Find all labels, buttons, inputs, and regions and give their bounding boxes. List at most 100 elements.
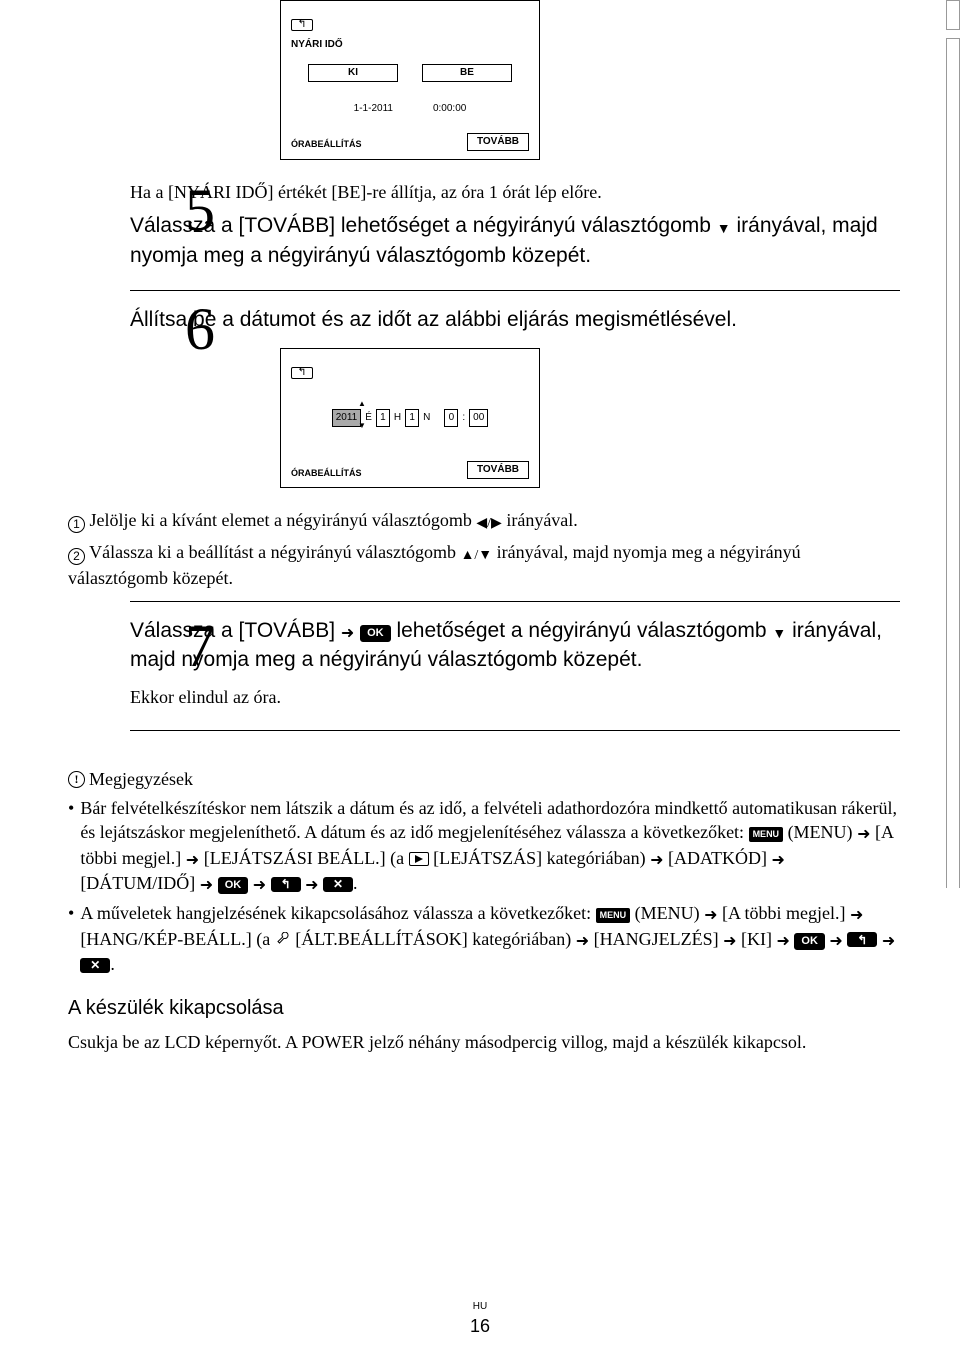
right-arrow-icon: ➜	[772, 850, 785, 872]
poweroff-body: Csukja be az LCD képernyőt. A POWER jelz…	[68, 1030, 900, 1055]
ok-icon: OK	[360, 625, 391, 642]
left-right-arrow-icon: ◀/▶	[476, 516, 501, 531]
close-pill-icon: ✕	[323, 877, 353, 892]
right-arrow-icon: ➜	[704, 905, 717, 927]
footer-page-number: 16	[0, 1314, 960, 1339]
text: Válassza a [TOVÁBB] lehetőséget a négyir…	[130, 214, 717, 237]
settings-category-icon	[275, 932, 291, 948]
right-arrow-icon: ➜	[253, 875, 266, 897]
month-field: 1	[376, 409, 390, 427]
text: [A többi megjel.]	[718, 903, 850, 923]
text: (MENU)	[783, 822, 857, 842]
circled-1-icon: 1	[68, 516, 85, 533]
back-icon: ↰	[291, 19, 313, 31]
text: A műveletek hangjelzésének kikapcsolásáh…	[80, 903, 595, 923]
right-arrow-icon: ➜	[857, 824, 870, 846]
substeps: 1 Jelölje ki a kívánt elemet a négyirány…	[68, 508, 900, 590]
back-icon: ↰	[291, 367, 313, 379]
right-arrow-icon: ➜	[882, 931, 895, 953]
step-5: 5 Ha a [NYÁRI IDŐ] értékét [BE]-re állít…	[130, 180, 900, 291]
notes-heading-text: Megjegyzések	[89, 767, 193, 792]
right-arrow-icon: ➜	[305, 875, 318, 897]
right-arrow-icon: ➜	[186, 850, 199, 872]
text: [LEJÁTSZÁSI BEÁLL.] (a	[199, 848, 408, 868]
text: .	[110, 954, 115, 974]
step7-para2: Ekkor elindul az óra.	[130, 685, 900, 710]
text: [DÁTUM/IDŐ]	[80, 873, 199, 893]
right-arrow-icon: ➜	[200, 875, 213, 897]
step7-heading: Válassza a [TOVÁBB] ➜ OK lehetőséget a n…	[130, 616, 900, 675]
lcd-mock-clockset: ↰ ▲▼ 2011 É 1 H 1 N 0 : 00 ÓRABEÁLLÍTÁS …	[280, 348, 540, 488]
step-number: 7	[185, 616, 215, 676]
lcd-mock-dst: ↰ NYÁRI IDŐ KI BE 1-1-2011 0:00:00 ÓRABE…	[280, 0, 540, 160]
hour-field: 0	[444, 409, 458, 427]
right-arrow-icon: ➜	[829, 931, 842, 953]
text: Válassza a [TOVÁBB]	[130, 619, 341, 642]
circled-2-icon: 2	[68, 548, 85, 565]
right-arrow-icon: ➜	[777, 931, 790, 953]
text: Jelölje ki a kívánt elemet a négyirányú …	[85, 510, 476, 530]
step5-para2: Válassza a [TOVÁBB] lehetőséget a négyir…	[130, 211, 900, 270]
mock-next-button: TOVÁBB	[467, 461, 529, 479]
note-bullet-1: • Bár felvételkészítéskor nem látszik a …	[68, 796, 900, 897]
bullet-dot-icon: •	[68, 796, 74, 897]
exclamation-icon: !	[68, 771, 85, 788]
text: [HANG/KÉP-BEÁLL.] (a	[80, 929, 274, 949]
page-footer: HU 16	[0, 1300, 960, 1339]
back-pill-icon: ↰	[271, 877, 301, 892]
text: Válassza ki a beállítást a négyirányú vá…	[85, 542, 461, 562]
up-down-arrow-icon: ▲/▼	[461, 548, 493, 563]
step6-para1: Állítsa be a dátumot és az időt az alább…	[130, 305, 900, 334]
step-6: 6 Állítsa be a dátumot és az időt az alá…	[130, 305, 900, 342]
text: [HANGJELZÉS]	[589, 929, 723, 949]
date-field-row: ▲▼ 2011 É 1 H 1 N 0 : 00	[291, 409, 529, 427]
mock-time: 0:00:00	[433, 102, 466, 116]
ok-icon: OK	[794, 933, 825, 950]
notes-section: ! Megjegyzések • Bár felvételkészítéskor…	[68, 767, 900, 1056]
page-content: ↰ NYÁRI IDŐ KI BE 1-1-2011 0:00:00 ÓRABE…	[0, 0, 960, 1102]
mock-next-button: TOVÁBB	[467, 133, 529, 151]
playback-category-icon	[409, 852, 429, 866]
day-field: 1	[405, 409, 419, 427]
right-arrow-icon: ➜	[341, 623, 354, 645]
down-arrow-icon: ▼	[717, 220, 731, 236]
step-number: 5	[185, 180, 215, 240]
year-field: 2011	[332, 409, 362, 427]
substep-1: 1 Jelölje ki a kívánt elemet a négyirány…	[68, 508, 900, 534]
right-arrow-icon: ➜	[650, 850, 663, 872]
right-arrow-icon: ➜	[850, 905, 863, 927]
step-7: 7 Válassza a [TOVÁBB] ➜ OK lehetőséget a…	[130, 616, 900, 731]
right-arrow-icon: ➜	[723, 931, 736, 953]
poweroff-heading: A készülék kikapcsolása	[68, 994, 900, 1022]
dst-on-button: BE	[422, 64, 512, 82]
substep-2: 2 Válassza ki a beállítást a négyirányú …	[68, 540, 900, 591]
close-pill-icon: ✕	[80, 958, 110, 973]
bullet-dot-icon: •	[68, 901, 74, 976]
text: (MENU)	[630, 903, 704, 923]
menu-icon: MENU	[749, 827, 784, 842]
text: .	[353, 873, 358, 893]
note-bullet-2: • A műveletek hangjelzésének kikapcsolás…	[68, 901, 900, 976]
down-arrow-icon: ▼	[772, 625, 786, 641]
text: [KI]	[737, 929, 777, 949]
text: irányával.	[502, 510, 578, 530]
label-n: N	[423, 411, 430, 425]
text: [ÁLT.BEÁLLÍTÁSOK] kategóriában)	[291, 929, 576, 949]
rule	[130, 601, 900, 602]
ok-icon: OK	[218, 877, 249, 894]
dst-off-button: KI	[308, 64, 398, 82]
menu-icon: MENU	[596, 908, 631, 923]
footer-lang: HU	[0, 1300, 960, 1314]
label-h: H	[394, 411, 401, 425]
minute-field: 00	[469, 409, 488, 427]
right-arrow-icon: ➜	[576, 931, 589, 953]
label-e: É	[365, 411, 372, 425]
field-arrows-icon: ▲▼	[358, 400, 366, 430]
colon: :	[462, 411, 465, 425]
mock-date: 1-1-2011	[354, 102, 393, 116]
text: [ADATKÓD]	[664, 848, 772, 868]
step5-para1: Ha a [NYÁRI IDŐ] értékét [BE]-re állítja…	[130, 180, 900, 205]
notes-heading: ! Megjegyzések	[68, 767, 900, 792]
text: [LEJÁTSZÁS] kategóriában)	[429, 848, 650, 868]
back-pill-icon: ↰	[847, 932, 877, 947]
